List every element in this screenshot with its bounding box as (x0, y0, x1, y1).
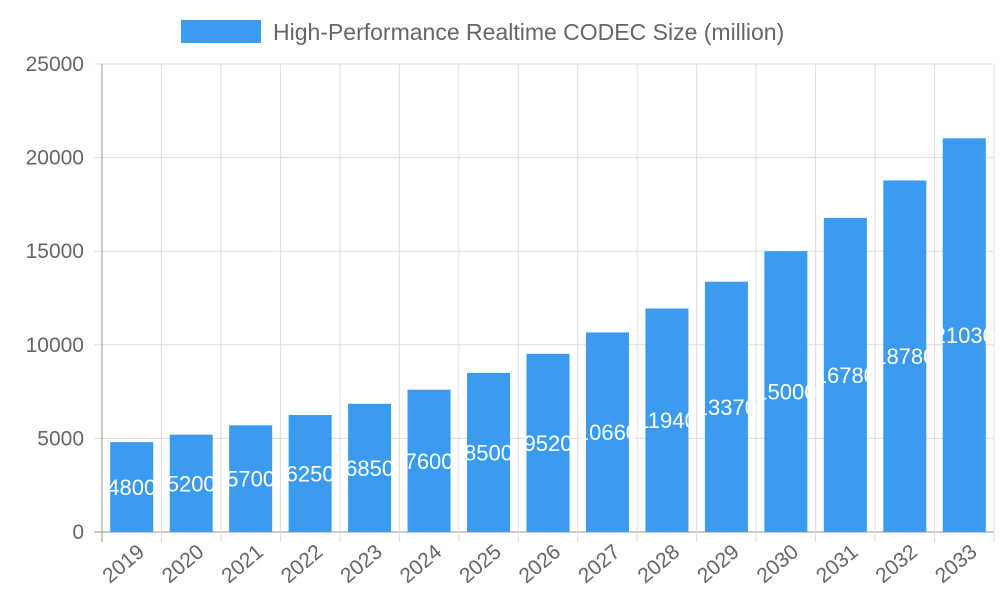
x-tick-label: 2033 (931, 540, 982, 588)
x-tick-label: 2032 (871, 540, 922, 588)
bar (764, 251, 808, 532)
data-label: 6850 (345, 456, 394, 481)
x-tick-label: 2026 (515, 540, 566, 588)
bar (407, 389, 451, 532)
x-tick-label: 2020 (158, 540, 209, 588)
y-tick-label: 5000 (37, 427, 84, 450)
data-label: 6250 (286, 462, 335, 487)
data-label: 15000 (755, 380, 816, 405)
data-label: 9520 (524, 431, 573, 456)
bar (704, 281, 748, 532)
data-label: 7600 (405, 449, 454, 474)
x-tick-label: 2027 (574, 540, 625, 588)
y-tick-label: 10000 (26, 334, 84, 357)
data-label: 10660 (577, 420, 638, 445)
x-tick-label: 2023 (336, 540, 387, 588)
legend-swatch (181, 20, 261, 43)
x-tick-label: 2031 (812, 540, 863, 588)
data-label: 13370 (696, 395, 757, 420)
x-tick-label: 2029 (693, 540, 744, 588)
bars (110, 138, 986, 532)
bar (645, 308, 689, 532)
data-label: 5700 (226, 467, 275, 492)
x-tick-label: 2021 (217, 540, 268, 588)
y-tick-label: 20000 (26, 147, 84, 170)
bar (823, 217, 867, 532)
data-label: 4800 (107, 475, 156, 500)
data-label: 5200 (167, 471, 216, 496)
bar (348, 403, 392, 532)
x-tick-label: 2028 (634, 540, 685, 588)
data-label: 16780 (815, 363, 876, 388)
bar (883, 180, 927, 532)
y-axis-ticks: 0 5000 10000 15000 20000 25000 (26, 53, 84, 544)
x-tick-label: 2022 (277, 540, 328, 588)
grid (94, 63, 995, 542)
x-axis-ticks: 2019 2020 2021 2022 2023 2024 2025 2026 2027 2028… (98, 540, 981, 588)
y-tick-label: 25000 (26, 53, 84, 76)
y-tick-label: 0 (72, 521, 84, 544)
data-label: 18780 (874, 344, 935, 369)
bar (942, 138, 986, 532)
bar (229, 425, 273, 532)
bar (585, 332, 629, 532)
legend[interactable]: High-Performance Realtime CODEC Size (mi… (181, 19, 784, 45)
y-tick-label: 15000 (26, 240, 84, 263)
data-labels: 4800 5200 5700 6250 6850 7600 8500 9520 10660 119… (107, 323, 995, 500)
bar (288, 415, 332, 532)
legend-label: High-Performance Realtime CODEC Size (mi… (273, 19, 784, 45)
x-tick-label: 2024 (396, 540, 447, 588)
data-label: 21030 (934, 323, 995, 348)
bar (467, 372, 511, 532)
x-tick-label: 2025 (455, 540, 506, 588)
data-label: 8500 (464, 440, 513, 465)
bar (526, 353, 570, 532)
bar (169, 434, 213, 532)
x-tick-label: 2019 (98, 540, 149, 588)
data-label: 11940 (637, 408, 697, 433)
x-tick-label: 2030 (753, 540, 804, 588)
bar (110, 442, 154, 532)
